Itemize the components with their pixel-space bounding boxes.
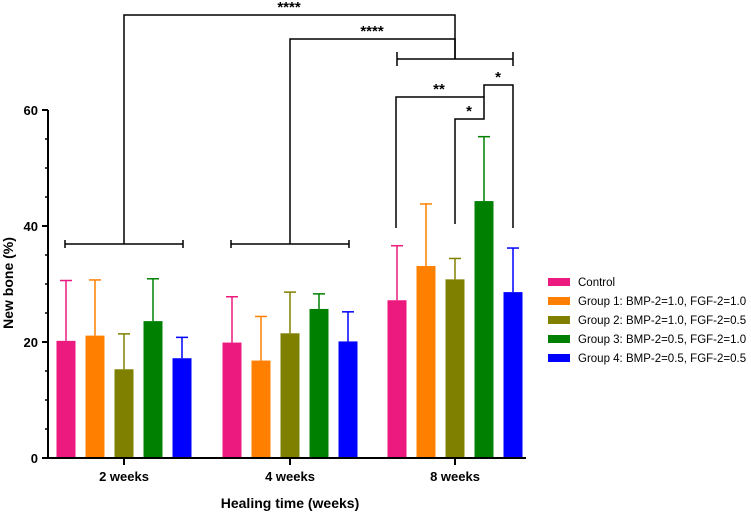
legend-swatch-group-1-bmp-2-1-0-fgf-2-1-0	[548, 297, 570, 305]
error-bar-group-4-bmp-2-0-5-fgf-2-0-5-8-weeks	[507, 247, 519, 293]
x-tick-label-8-weeks: 8 weeks	[430, 469, 480, 484]
bar-group-4-bmp-2-0-5-fgf-2-0-5-8-weeks	[503, 292, 523, 458]
error-bar-group-3-bmp-2-0-5-fgf-2-1-0-2-weeks	[147, 278, 159, 322]
y-tick-label-60: 60	[24, 103, 38, 118]
bracket-g2-vs-g3	[454, 110, 485, 224]
error-bar-control-2-weeks	[60, 279, 72, 341]
legend-label-group-3-bmp-2-0-5-fgf-2-1-0: Group 3: BMP-2=0.5, FGF-2=1.0	[578, 334, 746, 346]
bar-group-2-bmp-2-1-0-fgf-2-0-5-8-weeks	[445, 279, 465, 458]
error-bar-group-1-bmp-2-1-0-fgf-2-1-0-2-weeks	[89, 279, 101, 336]
error-bar-group-2-bmp-2-1-0-fgf-2-0-5-4-weeks	[284, 291, 296, 334]
error-bar-group-4-bmp-2-0-5-fgf-2-0-5-4-weeks	[342, 311, 354, 342]
legend-label-group-4-bmp-2-0-5-fgf-2-0-5: Group 4: BMP-2=0.5, FGF-2=0.5	[578, 353, 746, 365]
legend-swatch-control	[548, 278, 570, 286]
bar-group-1-bmp-2-1-0-fgf-2-1-0-8-weeks	[416, 266, 436, 458]
bars-group	[56, 201, 523, 458]
x-axis-title: Healing time (weeks)	[221, 495, 360, 511]
error-bar-group-4-bmp-2-0-5-fgf-2-0-5-2-weeks	[176, 336, 188, 359]
error-bar-group-1-bmp-2-1-0-fgf-2-1-0-8-weeks	[420, 203, 432, 267]
bar-group-1-bmp-2-1-0-fgf-2-1-0-4-weeks	[251, 360, 271, 458]
sig-label-control-vs-g3: **	[433, 81, 445, 98]
legend-swatch-group-3-bmp-2-0-5-fgf-2-1-0	[548, 335, 570, 343]
legend-label-control: Control	[578, 277, 615, 289]
bar-control-4-weeks	[222, 342, 242, 458]
y-tick-label-0: 0	[31, 451, 38, 466]
sig-label-g3-vs-g4: *	[495, 69, 501, 86]
legend-swatch-group-2-bmp-2-1-0-fgf-2-0-5	[548, 316, 570, 324]
error-bar-group-3-bmp-2-0-5-fgf-2-1-0-8-weeks	[478, 135, 490, 202]
bar-group-3-bmp-2-0-5-fgf-2-1-0-4-weeks	[309, 308, 329, 458]
error-bar-control-4-weeks	[226, 296, 238, 343]
y-axis-title: New bone (%)	[0, 237, 16, 329]
error-bar-group-2-bmp-2-1-0-fgf-2-0-5-2-weeks	[118, 333, 130, 370]
y-tick-label-40: 40	[24, 219, 38, 234]
y-ticks-group: 0 20 40 60	[24, 103, 48, 466]
error-bar-group-2-bmp-2-1-0-fgf-2-0-5-8-weeks	[449, 257, 461, 280]
bar-group-4-bmp-2-0-5-fgf-2-0-5-2-weeks	[172, 358, 192, 458]
bar-group-2-bmp-2-1-0-fgf-2-0-5-4-weeks	[280, 333, 300, 458]
error-bars-group	[60, 135, 519, 370]
bracket-4w-vs-8w	[289, 38, 456, 244]
bracket-g3-vs-g4	[483, 84, 514, 228]
legend-label-group-2-bmp-2-1-0-fgf-2-0-5: Group 2: BMP-2=1.0, FGF-2=0.5	[578, 315, 746, 327]
significance-brackets	[64, 14, 514, 248]
x-tick-label-2-weeks: 2 weeks	[99, 469, 149, 484]
bar-group-2-bmp-2-1-0-fgf-2-0-5-2-weeks	[114, 369, 134, 458]
x-tick-label-4-weeks: 4 weeks	[265, 469, 315, 484]
y-tick-label-20: 20	[24, 335, 38, 350]
error-bar-group-1-bmp-2-1-0-fgf-2-1-0-4-weeks	[255, 315, 267, 361]
bar-group-3-bmp-2-0-5-fgf-2-1-0-8-weeks	[474, 201, 494, 458]
legend: Control Group 1: BMP-2=1.0, FGF-2=1.0 Grou…	[548, 277, 746, 365]
x-ticks-group: 2 weeks 4 weeks 8 weeks	[99, 458, 480, 484]
error-bar-control-8-weeks	[391, 244, 403, 301]
bar-control-2-weeks	[56, 340, 76, 458]
bracket-control-vs-g3	[395, 96, 485, 228]
bar-group-1-bmp-2-1-0-fgf-2-1-0-2-weeks	[85, 335, 105, 458]
bar-control-8-weeks	[387, 300, 407, 458]
bar-group-3-bmp-2-0-5-fgf-2-1-0-2-weeks	[143, 321, 163, 458]
legend-label-group-1-bmp-2-1-0-fgf-2-1-0: Group 1: BMP-2=1.0, FGF-2=1.0	[578, 296, 746, 308]
bar-group-4-bmp-2-0-5-fgf-2-0-5-4-weeks	[338, 341, 358, 458]
sig-label-g2-vs-g3: *	[466, 103, 472, 120]
error-bar-group-3-bmp-2-0-5-fgf-2-1-0-4-weeks	[313, 293, 325, 309]
legend-swatch-group-4-bmp-2-0-5-fgf-2-0-5	[548, 354, 570, 362]
sig-label-2w-vs-8w: ****	[277, 0, 301, 16]
sig-label-4w-vs-8w: ****	[360, 23, 384, 40]
bracket-2w-vs-8w	[123, 14, 456, 244]
